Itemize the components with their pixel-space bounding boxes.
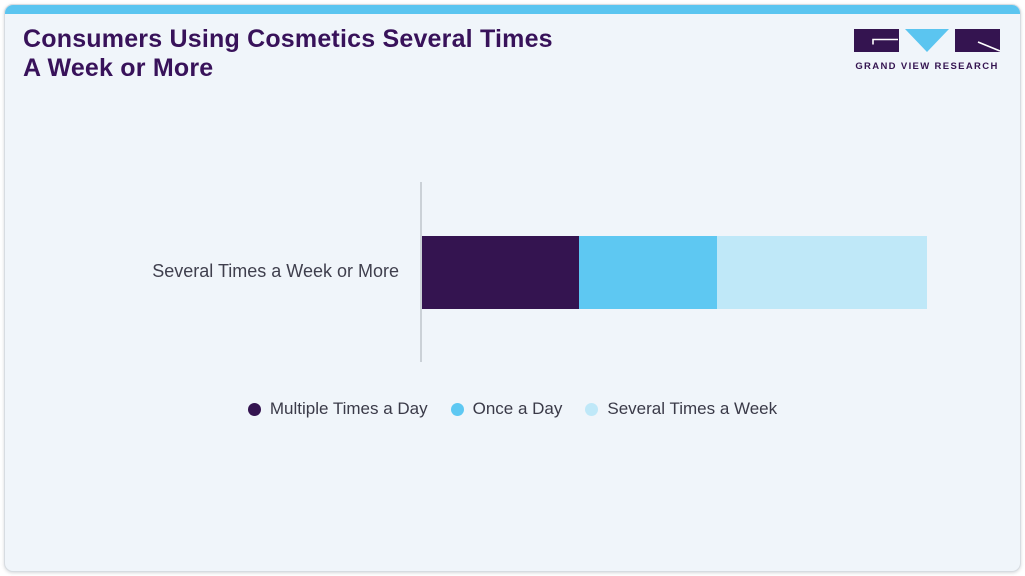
logo-text: GRAND VIEW RESEARCH [855, 61, 999, 72]
chart-title-line2: A Week or More [23, 54, 214, 82]
axis-line [420, 182, 422, 362]
gvr-logo: GRAND VIEW RESEARCH [854, 29, 1001, 72]
legend-item-once-a-day: Once a Day [450, 399, 563, 419]
legend-label: Multiple Times a Day [269, 399, 428, 418]
chart-card: Consumers Using Cosmetics Several Times … [4, 4, 1021, 572]
accent-strip [5, 5, 1020, 14]
legend-item-several-times-a-week: Several Times a Week [585, 399, 777, 419]
legend-dot-once-a-day [450, 402, 464, 416]
stacked-bar [422, 236, 927, 309]
legend: Multiple Times a Day Once a Day Several … [5, 399, 1020, 419]
legend-item-multiple-times-a-day: Multiple Times a Day [247, 399, 428, 419]
bar-segment-several-times-a-week [717, 236, 927, 309]
chart-title-line1: Consumers Using Cosmetics Several Times [23, 25, 553, 53]
chart-title: Consumers Using Cosmetics Several Times … [23, 25, 553, 83]
legend-label: Several Times a Week [607, 399, 778, 418]
legend-dot-multiple-times-a-day [247, 402, 261, 416]
bar-segment-once-a-day [578, 236, 718, 309]
bar-segment-multiple-times-a-day [422, 236, 579, 309]
category-label: Several Times a Week or More [152, 261, 399, 281]
legend-label: Once a Day [472, 399, 563, 418]
gvr-logo-icon [854, 29, 1001, 52]
stacked-bar-chart: Several Times a Week or More Multiple Ti… [5, 5, 1020, 571]
legend-dot-several-times-a-week [585, 402, 599, 416]
